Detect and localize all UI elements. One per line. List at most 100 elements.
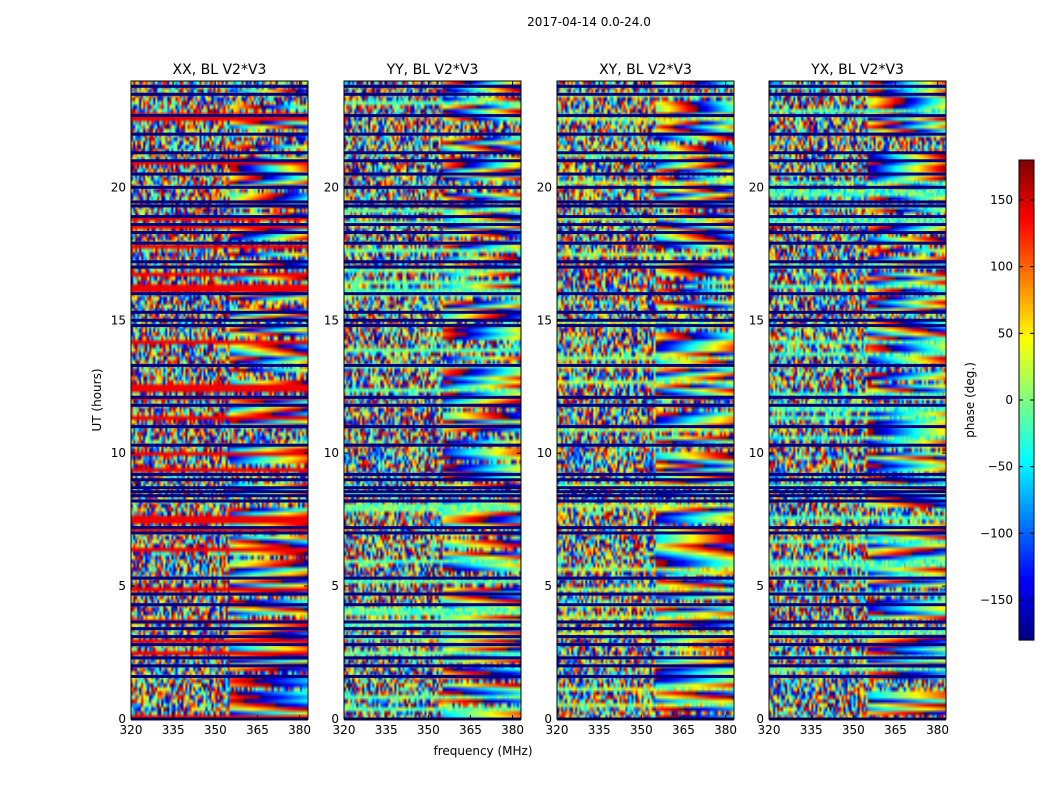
colorbar-tick-label: −100: [980, 526, 1013, 540]
colorbar-segment: [1019, 340, 1034, 345]
colorbar-segment: [1019, 584, 1034, 589]
gap-row: [344, 318, 521, 322]
colorbar-tick-label: −50: [988, 460, 1013, 474]
gap-row: [344, 620, 521, 624]
gap-row: [769, 486, 946, 490]
gap-row: [557, 403, 734, 407]
x-tick-label: 365: [884, 723, 907, 737]
colorbar-segment: [1019, 248, 1034, 253]
x-tick-label: 320: [120, 723, 143, 737]
gap-row: [344, 592, 521, 596]
gap-row: [131, 576, 308, 580]
gap-row: [557, 310, 734, 314]
gap-row: [344, 478, 521, 482]
y-tick-label: 20: [111, 180, 126, 194]
panel-frame: [768, 80, 947, 720]
gap-row: [557, 159, 734, 163]
panel-title: YY, BL V2*V3: [386, 62, 479, 78]
gap-row: [344, 576, 521, 580]
colorbar-segment: [1019, 348, 1034, 353]
colorbar-segment: [1019, 216, 1034, 221]
panel-2: YY, BL V2*V3 320 335 350 365 380 0 5 10 15 20: [324, 62, 524, 737]
gap-row: [769, 172, 946, 176]
colorbar-segment: [1019, 540, 1034, 545]
x-tick-label: 380: [501, 723, 524, 737]
gap-row: [769, 425, 946, 429]
gap-row: [344, 531, 521, 535]
colorbar-segment: [1019, 516, 1034, 521]
gap-row: [131, 159, 308, 163]
panel-title: XY, BL V2*V3: [599, 62, 692, 78]
gap-row: [344, 204, 521, 208]
colorbar-segment: [1019, 552, 1034, 557]
colorbar-segment: [1019, 376, 1034, 381]
gap-row: [557, 223, 734, 227]
gap-row: [131, 664, 308, 668]
gap-row: [769, 114, 946, 118]
colorbar-segment: [1019, 368, 1034, 373]
gap-row: [769, 443, 946, 447]
gap-row: [557, 494, 734, 498]
gap-row: [769, 395, 946, 399]
gap-row: [131, 84, 308, 88]
gap-row: [131, 231, 308, 235]
colorbar-segment: [1019, 268, 1034, 273]
colorbar-segment: [1019, 324, 1034, 329]
colorbar-segment: [1019, 468, 1034, 473]
colorbar-tick-label: −150: [980, 593, 1013, 607]
y-tick-label: 5: [331, 579, 339, 593]
gap-row: [131, 318, 308, 322]
colorbar-segment: [1019, 620, 1034, 625]
x-tick-label: 335: [588, 723, 611, 737]
colorbar-segment: [1019, 364, 1034, 369]
gap-row: [131, 486, 308, 490]
gap-row: [344, 185, 521, 189]
gap-row: [344, 403, 521, 407]
gap-row: [769, 204, 946, 208]
gap-row: [557, 486, 734, 490]
gap-row: [557, 576, 734, 580]
colorbar-segment: [1019, 636, 1034, 641]
x-tick-label: 335: [162, 723, 185, 737]
gap-row: [344, 603, 521, 607]
gap-row: [131, 292, 308, 296]
gap-row: [131, 620, 308, 624]
gap-row: [344, 151, 521, 155]
colorbar-segment: [1019, 168, 1034, 173]
gap-row: [344, 324, 521, 328]
colorbar-segment: [1019, 500, 1034, 505]
gap-row: [769, 674, 946, 678]
x-tick-label: 320: [546, 723, 569, 737]
gap-row: [557, 478, 734, 482]
colorbar-segment: [1019, 384, 1034, 389]
y-tick-label: 10: [749, 446, 764, 460]
gap-row: [131, 265, 308, 269]
gap-row: [557, 425, 734, 429]
y-tick-label: 5: [756, 579, 764, 593]
gap-row: [557, 443, 734, 447]
y-tick-label: 20: [324, 180, 339, 194]
gap-row: [131, 478, 308, 482]
colorbar-segment: [1019, 276, 1034, 281]
gap-row: [344, 494, 521, 498]
colorbar-segment: [1019, 224, 1034, 229]
gap-row: [557, 664, 734, 668]
gap-row: [131, 92, 308, 96]
gap-row: [344, 265, 521, 269]
colorbar-segment: [1019, 560, 1034, 565]
gap-row: [557, 656, 734, 660]
panel-1: XX, BL V2*V3 320 335 350 365 380 0 5 10 15 20: [111, 62, 311, 737]
colorbar-segment: [1019, 204, 1034, 209]
gap-row: [557, 92, 734, 96]
colorbar-segment: [1019, 312, 1034, 317]
gap-row: [557, 84, 734, 88]
y-tick-label: 20: [537, 180, 552, 194]
x-tick-label: 350: [204, 723, 227, 737]
colorbar-segment: [1019, 508, 1034, 513]
gap-row: [131, 151, 308, 155]
gap-row: [769, 231, 946, 235]
panel-frame: [130, 80, 309, 720]
y-tick-label: 0: [756, 712, 764, 726]
gap-row: [344, 172, 521, 176]
x-tick-label: 365: [459, 723, 482, 737]
